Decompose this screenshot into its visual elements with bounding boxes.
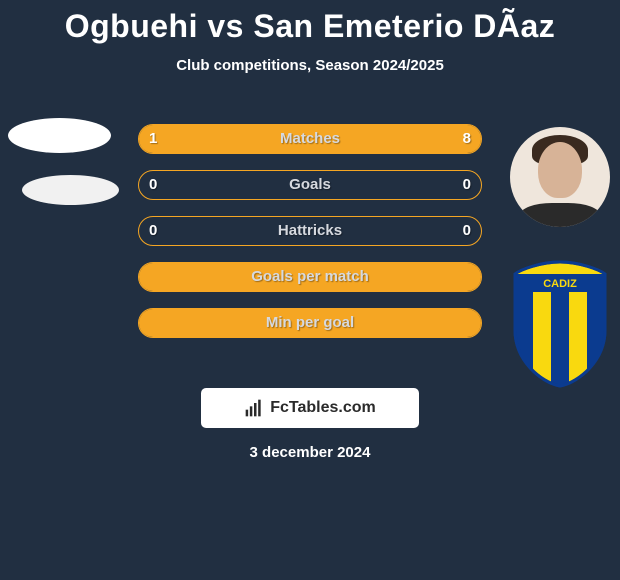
brand-box: FcTables.com — [201, 388, 419, 428]
stat-row: Matches1 8 — [138, 124, 482, 154]
stat-value-left: 0 — [149, 217, 157, 245]
stat-label: Min per goal — [139, 309, 481, 337]
player1-avatar-placeholder — [8, 118, 111, 153]
player2-club-badge: CADIZ — [510, 260, 610, 388]
stat-row: Goals per match — [138, 262, 482, 292]
badge-text: CADIZ — [543, 278, 577, 290]
avatar-shirt — [520, 203, 600, 227]
stat-value-left: 0 — [149, 171, 157, 199]
date-text: 3 december 2024 — [0, 444, 620, 461]
stat-label: Hattricks — [139, 217, 481, 245]
stat-row: Hattricks0 0 — [138, 216, 482, 246]
brand-text: FcTables.com — [270, 399, 376, 417]
page-title: Ogbuehi vs San Emeterio DÃ­az — [0, 0, 620, 45]
page-subtitle: Club competitions, Season 2024/2025 — [0, 57, 620, 74]
stat-value-right: 8 — [463, 125, 471, 153]
stat-label: Goals per match — [139, 263, 481, 291]
stat-value-right: 0 — [463, 171, 471, 199]
stat-label: Goals — [139, 171, 481, 199]
stat-row: Goals0 0 — [138, 170, 482, 200]
brand-bars-icon — [244, 398, 264, 418]
stat-value-right: 0 — [463, 217, 471, 245]
comparison-chart: Matches18Goals00Hattricks00Goals per mat… — [138, 124, 482, 354]
avatar-face — [538, 142, 582, 198]
player2-avatar — [510, 127, 610, 227]
stat-label: Matches — [139, 125, 481, 153]
player1-club-placeholder — [22, 175, 119, 205]
stat-value-left: 1 — [149, 125, 157, 153]
stat-row: Min per goal — [138, 308, 482, 338]
